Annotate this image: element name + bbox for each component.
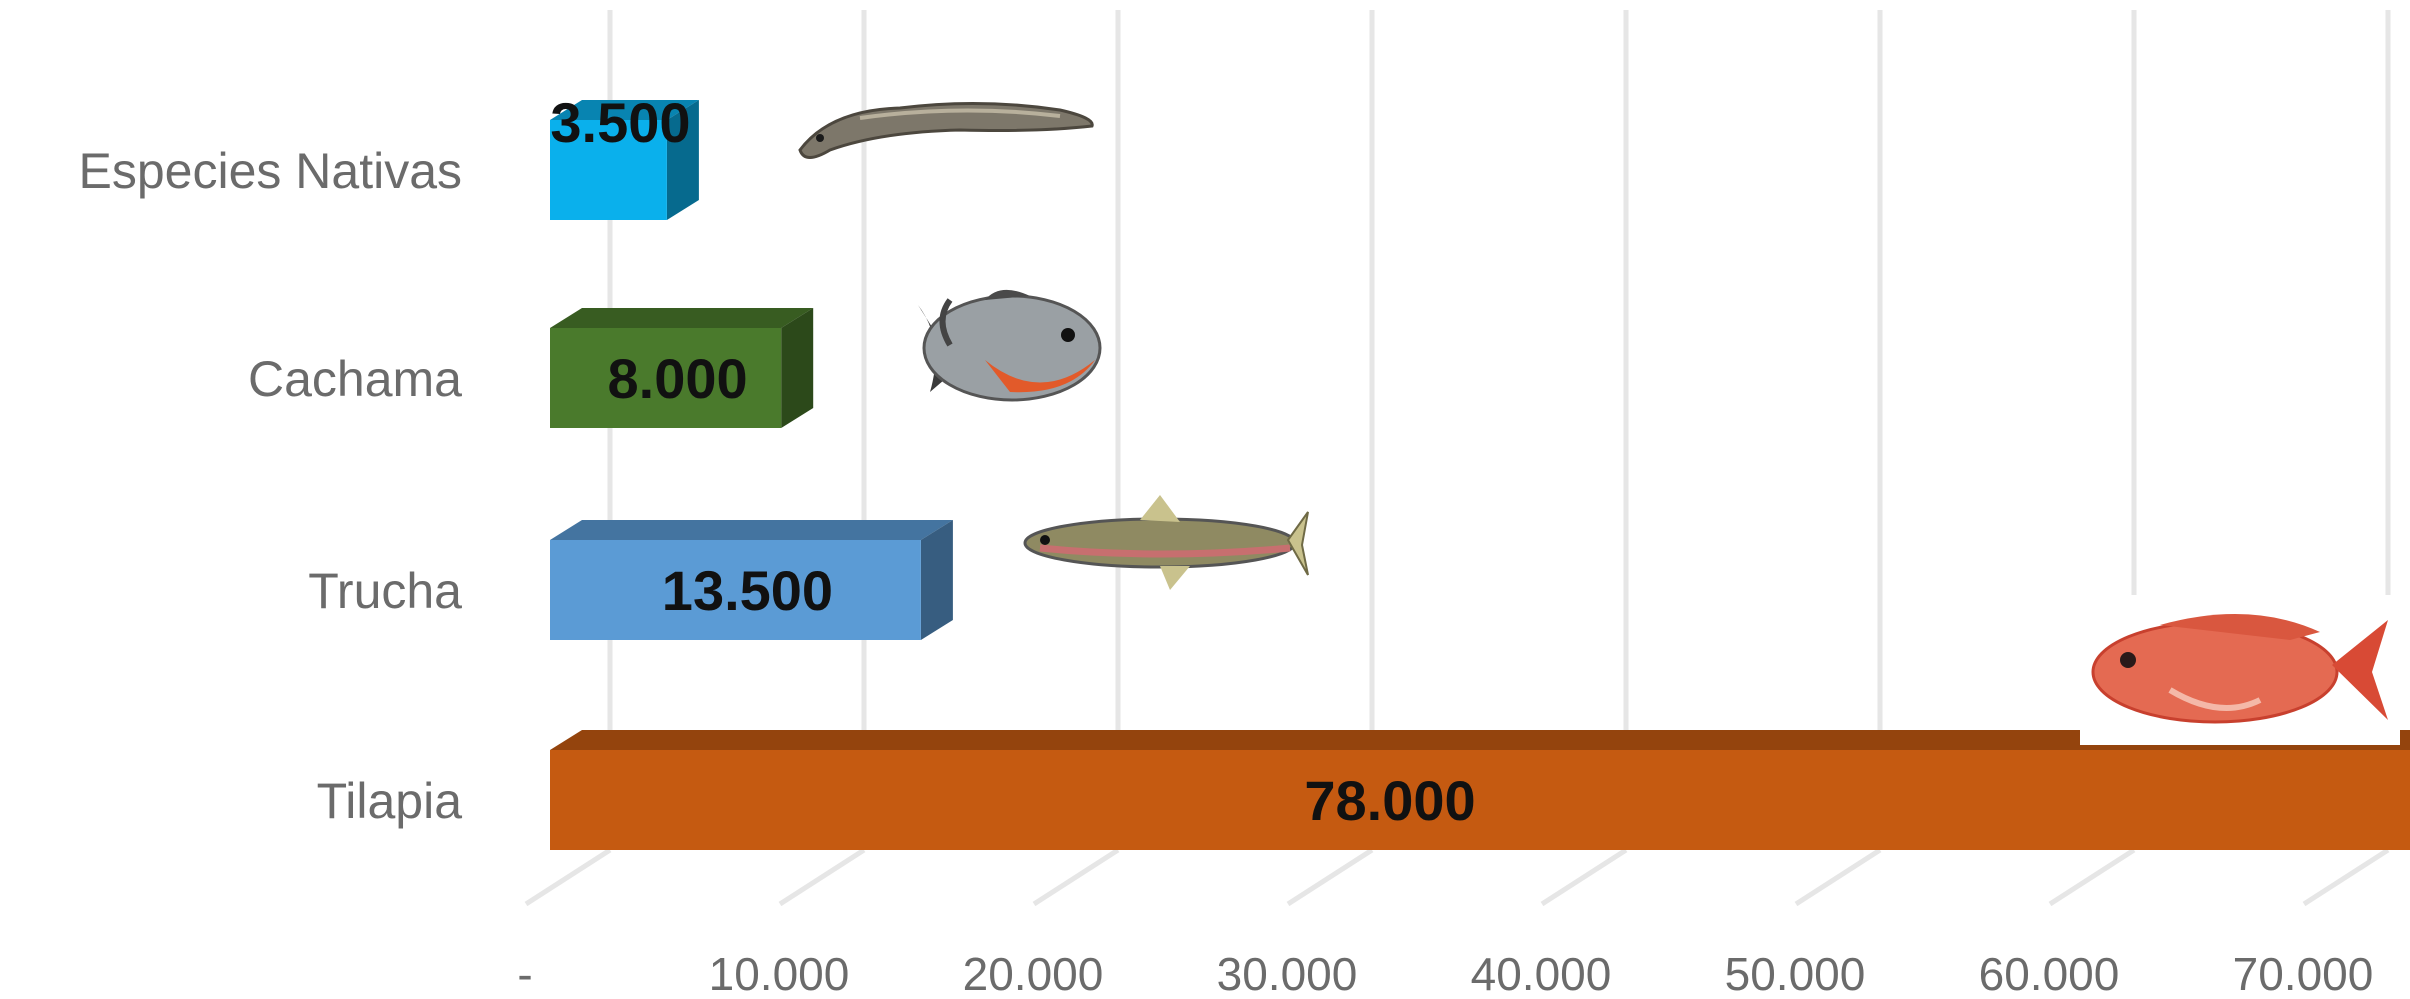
floor-gridline — [2302, 847, 2390, 907]
x-tick-label: 10.000 — [709, 948, 850, 999]
bar-side-face — [666, 100, 699, 220]
x-tick-label: 30.000 — [1217, 948, 1358, 999]
category-label: Tilapia — [317, 773, 463, 829]
floor-gridline — [1794, 847, 1882, 907]
bar — [550, 520, 953, 640]
x-tick-label: 40.000 — [1471, 948, 1612, 999]
x-tick-label: 60.000 — [1979, 948, 2120, 999]
floor-gridline — [1286, 847, 1374, 907]
bar-side-face — [920, 520, 953, 640]
x-tick-label: - — [517, 948, 532, 999]
bars — [550, 100, 2410, 850]
floor-gridline — [524, 847, 612, 907]
bar — [550, 730, 2410, 850]
x-tick-label: 50.000 — [1725, 948, 1866, 999]
bar-top-face — [550, 308, 814, 328]
bar-front-face — [550, 120, 667, 220]
floor-gridline — [778, 847, 866, 907]
bar-front-face — [550, 328, 782, 428]
data-label: 3.500 — [550, 91, 690, 154]
category-label: Especies Nativas — [79, 143, 463, 199]
y-axis-categories: Especies Nativas Cachama Trucha Tilapia — [79, 143, 463, 829]
floor-gridline — [2048, 847, 2136, 907]
bar-top-face — [550, 730, 2410, 750]
x-tick-label: 70.000 — [2233, 948, 2374, 999]
data-labels: 3.500 8.000 13.500 78.000 — [550, 91, 1475, 832]
bar-front-face — [550, 750, 2410, 850]
bar-front-face — [550, 540, 921, 640]
data-label: 8.000 — [608, 347, 748, 410]
fish-icons — [798, 101, 2400, 745]
data-label: 13.500 — [662, 559, 833, 622]
bar-top-face — [550, 520, 953, 540]
fish-trout-icon — [1023, 495, 1309, 590]
floor-gridline — [1540, 847, 1628, 907]
fish-piranha-icon — [918, 289, 1102, 402]
x-axis-ticks: - 10.000 20.000 30.000 40.000 50.000 60.000 70.… — [517, 948, 2373, 999]
bar — [550, 100, 699, 220]
data-label: 78.000 — [1304, 769, 1475, 832]
bar — [550, 308, 814, 428]
bar-top-face — [550, 100, 699, 120]
x-tick-label: 20.000 — [963, 948, 1104, 999]
bar-side-face — [781, 308, 814, 428]
floor-gridline — [1032, 847, 1120, 907]
fish-tilapia-icon — [2080, 595, 2400, 745]
category-label: Cachama — [248, 351, 462, 407]
category-label: Trucha — [308, 563, 462, 619]
fish-eel-icon — [798, 101, 1094, 159]
